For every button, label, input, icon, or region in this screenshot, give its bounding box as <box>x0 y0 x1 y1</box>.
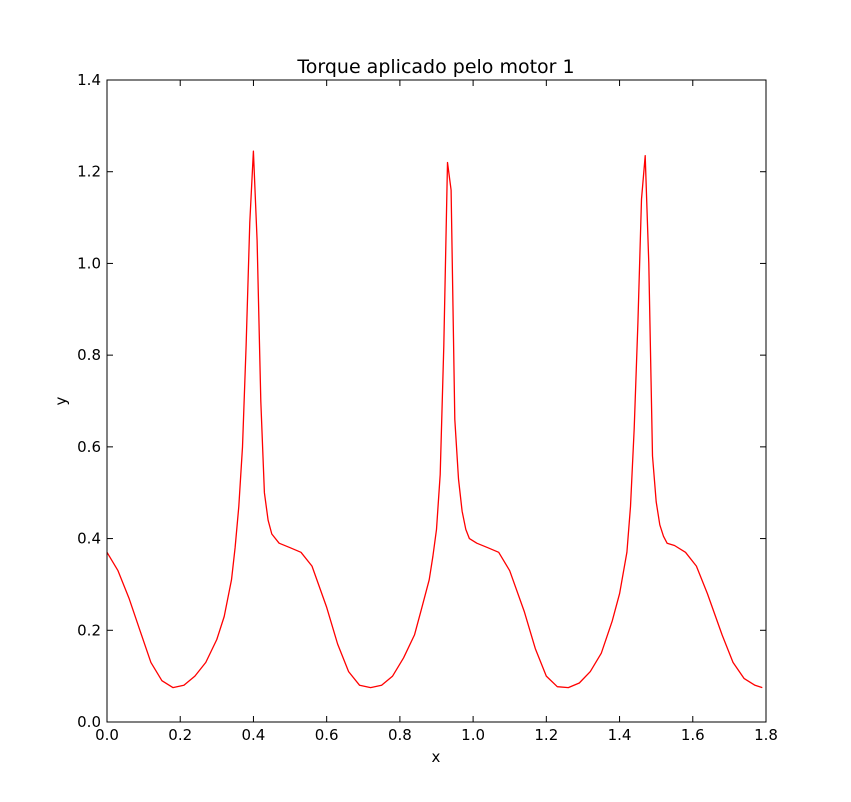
y-tick-label: 0.8 <box>77 346 101 364</box>
x-tick-label: 0.2 <box>168 726 192 744</box>
x-tick-label: 0.8 <box>388 726 412 744</box>
x-tick-label: 1.6 <box>681 726 705 744</box>
plot-frame <box>106 79 767 723</box>
x-tick-label: 1.4 <box>608 726 632 744</box>
x-tick-label: 0.4 <box>242 726 266 744</box>
x-axis: 0.0 0.2 0.4 0.6 0.8 1.0 1.2 1.4 1.6 1.8 <box>95 80 778 744</box>
y-tick-label: 1.0 <box>77 254 101 272</box>
y-axis: 0.0 0.2 0.4 0.6 0.8 1.0 1.2 1.4 <box>77 71 766 731</box>
y-tick-label: 0.2 <box>77 621 101 639</box>
x-tick-label: 0.6 <box>315 726 339 744</box>
y-tick-label: 1.2 <box>77 163 101 181</box>
x-tick-label: 1.8 <box>754 726 778 744</box>
x-tick-label: 1.0 <box>461 726 485 744</box>
y-tick-label: 0.0 <box>77 713 101 731</box>
x-tick-label: 0.0 <box>95 726 119 744</box>
y-axis-label: y <box>52 396 70 405</box>
plot-area <box>106 150 763 689</box>
y-tick-label: 0.4 <box>77 530 101 548</box>
x-tick-label: 1.2 <box>534 726 558 744</box>
x-axis-label: x <box>432 748 441 766</box>
y-tick-label: 1.4 <box>77 71 101 89</box>
series-line-0 <box>106 150 763 689</box>
y-tick-label: 0.6 <box>77 438 101 456</box>
chart-title: Torque aplicado pelo motor 1 <box>296 56 574 78</box>
